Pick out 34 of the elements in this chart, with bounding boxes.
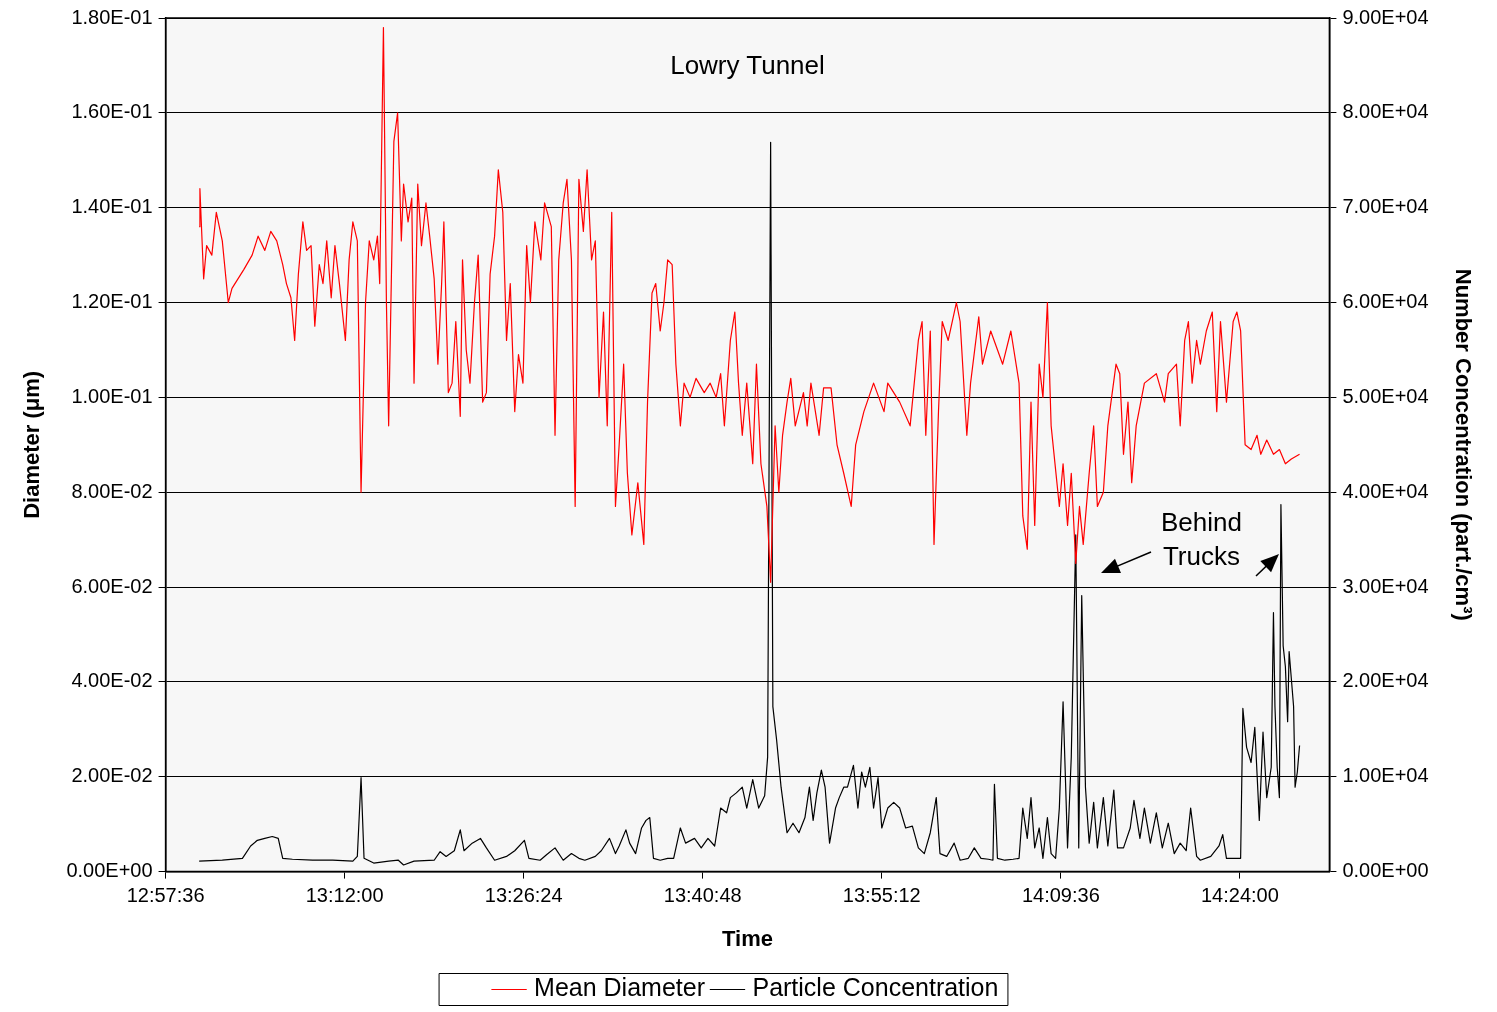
y-tick-label: 0.00E+00 <box>66 859 153 882</box>
y2-tick-label: 4.00E+04 <box>1342 479 1429 502</box>
y-tick-label: 6.00E-02 <box>71 574 153 597</box>
y2-tick-label: 9.00E+04 <box>1342 5 1429 28</box>
y-tick-label: 1.20E-01 <box>71 290 153 313</box>
y-tick-label: 4.00E-02 <box>71 669 153 692</box>
y2-tick-label: 8.00E+04 <box>1342 100 1429 123</box>
x-tick-label: 14:24:00 <box>1200 884 1279 907</box>
y2-tick-label: 1.00E+04 <box>1342 764 1429 787</box>
x-tick-label: 13:40:48 <box>663 884 742 907</box>
annotation: Behind Trucks <box>1160 507 1242 572</box>
y-tick-label: 8.00E-02 <box>71 479 153 502</box>
x-tick-label: 13:26:24 <box>484 884 563 907</box>
legend-label: Mean Diameter <box>534 973 705 1002</box>
x-tick-label: 12:57:36 <box>126 884 205 907</box>
y-tick-label: 2.00E-02 <box>71 764 153 787</box>
y-tick-label: 1.60E-01 <box>71 100 153 123</box>
x-tick-label: 13:55:12 <box>842 884 921 907</box>
y2-tick-label: 6.00E+04 <box>1342 290 1429 313</box>
x-axis-title: Time <box>722 925 773 951</box>
y-axis-title: Diameter (μm) <box>19 370 45 519</box>
y2-tick-label: 0.00E+00 <box>1342 859 1429 882</box>
y2-axis-title: Number Concentration (part./cm³) <box>1450 268 1476 621</box>
y2-tick-label: 7.00E+04 <box>1342 195 1429 218</box>
y2-tick-label: 5.00E+04 <box>1342 384 1429 407</box>
y-tick-label: 1.00E-01 <box>71 384 153 407</box>
y2-tick-label: 2.00E+04 <box>1342 669 1429 692</box>
y-tick-label: 1.40E-01 <box>71 195 153 218</box>
y2-tick-label: 3.00E+04 <box>1342 574 1429 597</box>
text: Lowry Tunnel <box>670 50 825 81</box>
y-tick-label: 1.80E-01 <box>71 5 153 28</box>
x-tick-label: 14:09:36 <box>1021 884 1100 907</box>
x-tick-label: 13:12:00 <box>305 884 384 907</box>
legend-label: Particle Concentration <box>752 973 999 1002</box>
